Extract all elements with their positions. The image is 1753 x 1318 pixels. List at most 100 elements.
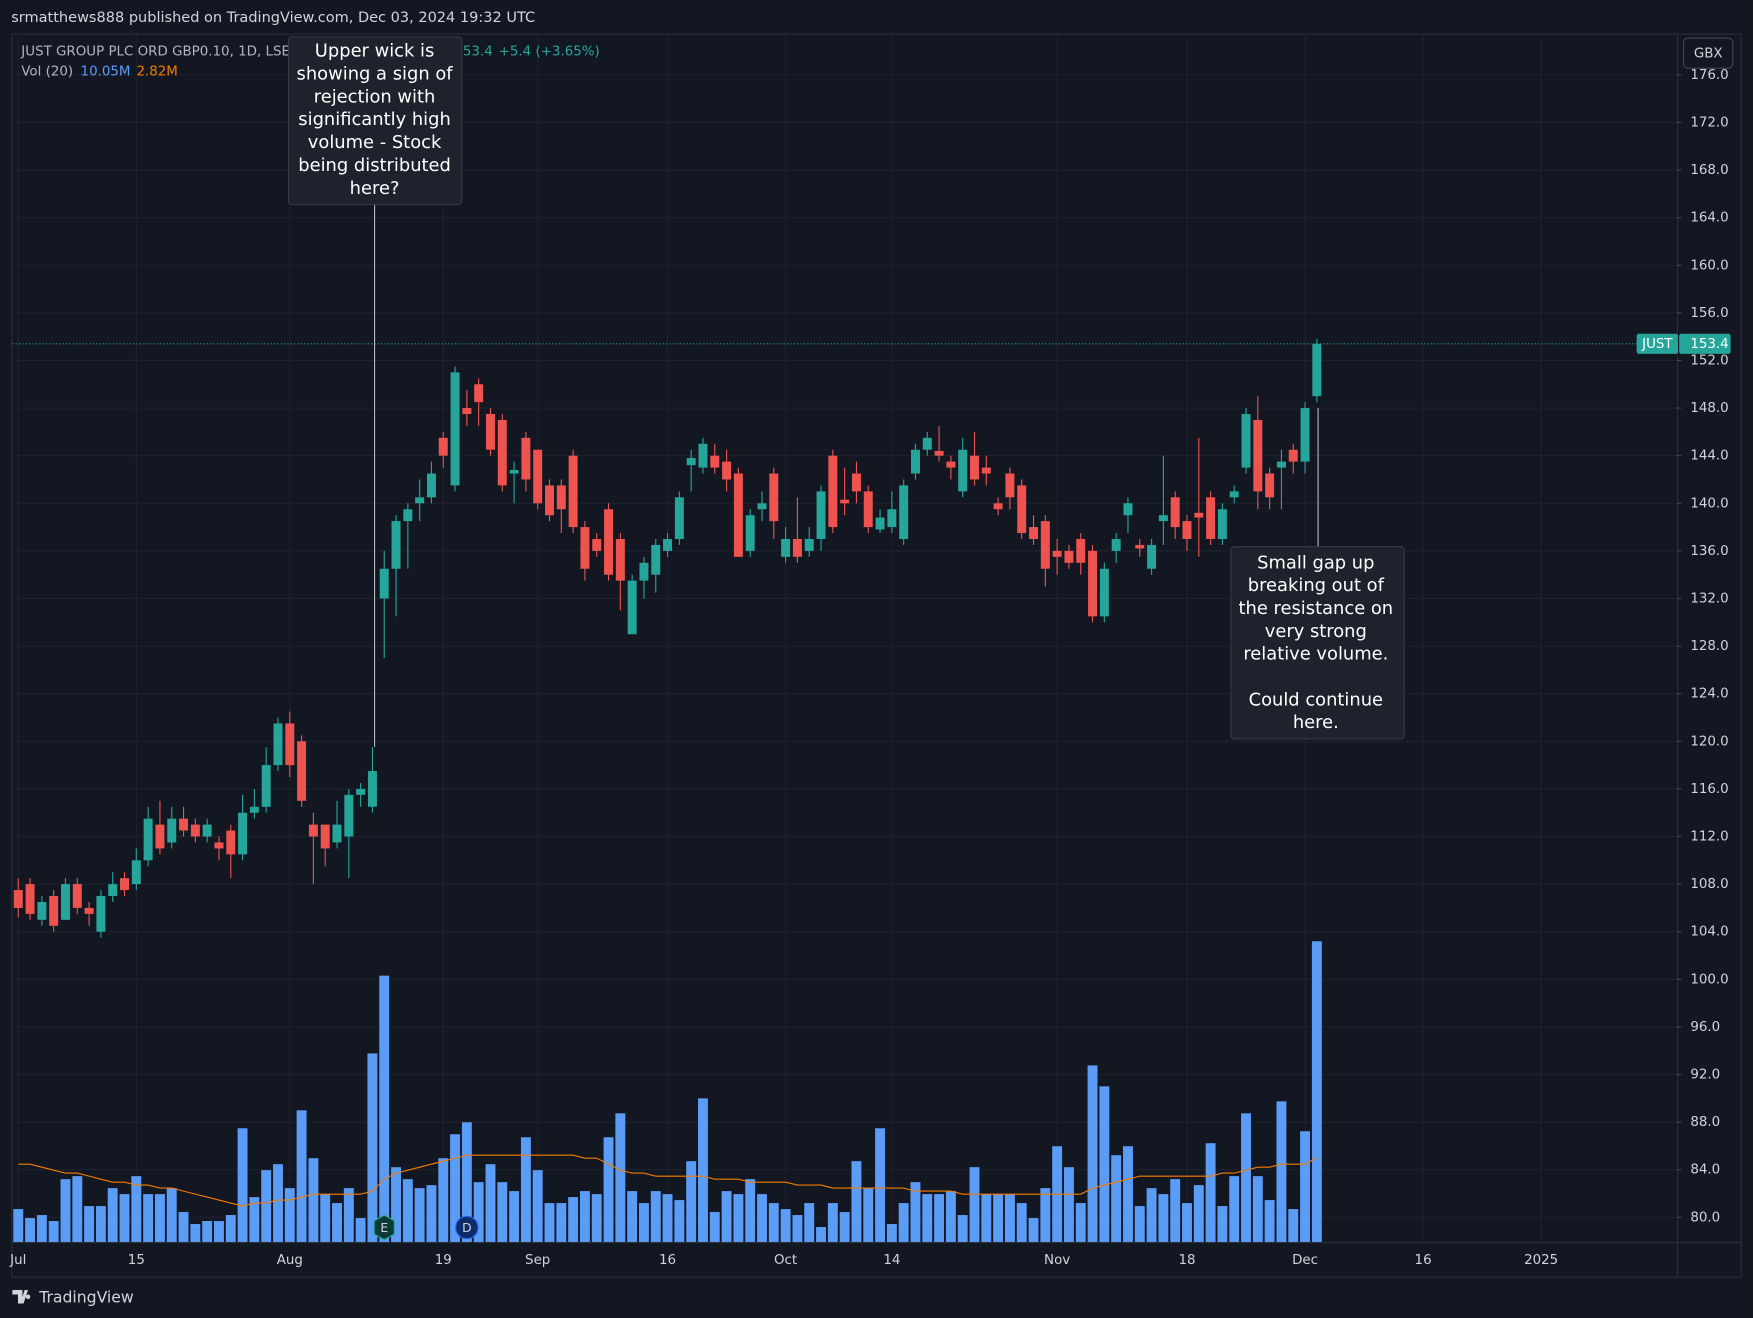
volume-bar (674, 1200, 685, 1242)
candle-body (403, 509, 413, 522)
volume-bar (709, 1212, 720, 1242)
volume-bar (1158, 1194, 1169, 1242)
volume-bar (225, 1215, 236, 1242)
volume-bar (886, 1224, 897, 1242)
volume-legend: Vol (20) (21, 65, 73, 80)
annotation-box (1230, 546, 1405, 740)
volume-bar (1241, 1113, 1251, 1242)
volume-bar (178, 1212, 189, 1242)
x-tick-label: 16 (1415, 1253, 1432, 1268)
y-tick-label: 120.0 (1690, 734, 1728, 749)
x-tick-label: Aug (277, 1253, 303, 1268)
y-tick-label: 140.0 (1690, 496, 1728, 511)
candle-body (485, 414, 495, 450)
candle-body (474, 384, 484, 403)
volume-bar (131, 1176, 142, 1242)
candle-body (1040, 521, 1050, 569)
candle-body (816, 491, 826, 539)
candle-body (1217, 509, 1227, 539)
y-tick-label: 96.0 (1690, 1020, 1720, 1035)
candle-body (391, 521, 401, 569)
currency-button-box[interactable] (1683, 37, 1734, 69)
y-tick-label: 136.0 (1690, 544, 1728, 559)
annotation-text: breaking out of (1248, 575, 1385, 596)
volume-bar (438, 1158, 449, 1242)
candle-body (1064, 550, 1074, 563)
volume-bar (1028, 1218, 1039, 1242)
candle-body (367, 771, 377, 807)
volume-bar (1288, 1209, 1299, 1242)
volume-bar (733, 1194, 744, 1242)
candle-body (1005, 473, 1015, 498)
currency-label[interactable]: GBX (1694, 47, 1723, 62)
volume-bar (1134, 1206, 1145, 1242)
annotation-text: Could continue (1249, 689, 1383, 710)
volume-bar (556, 1203, 567, 1242)
candle-body (1099, 568, 1109, 617)
candle-body (792, 538, 802, 557)
volume-bar (568, 1197, 579, 1242)
y-tick-label: 160.0 (1690, 258, 1728, 273)
candle-body (757, 503, 767, 510)
candle-body (450, 372, 460, 486)
candle-body (226, 830, 236, 855)
volume-bar (143, 1194, 154, 1242)
candle-body (651, 544, 661, 575)
candle-body (568, 455, 578, 528)
volume-bar (863, 1188, 874, 1242)
tradingview-logo[interactable]: TradingView (12, 1287, 134, 1306)
y-tick-label: 164.0 (1690, 211, 1728, 226)
volume-bar (922, 1194, 933, 1242)
volume-bar (544, 1203, 555, 1242)
volume-bar (839, 1212, 850, 1242)
candle-body (887, 509, 897, 528)
volume-bar (343, 1188, 354, 1242)
candle-body (674, 497, 684, 539)
volume-bar (816, 1227, 826, 1242)
annotation-text: significantly high (298, 109, 451, 130)
candle-body (934, 450, 944, 456)
candle-body (733, 473, 743, 557)
candle-body (545, 485, 554, 516)
volume-bar (414, 1188, 425, 1242)
volume-last: 10.05M (81, 65, 131, 80)
change-value: +5.4 (+3.65%) (499, 44, 600, 59)
volume-bar (473, 1182, 484, 1242)
candle-body (1194, 512, 1204, 518)
candle-body (72, 884, 82, 908)
candle-body (190, 824, 200, 837)
candle-body (592, 538, 602, 551)
volume-bar (898, 1203, 909, 1242)
volume-bar (1099, 1086, 1110, 1242)
candle-body (25, 884, 35, 914)
x-tick-label: Dec (1292, 1253, 1318, 1268)
candle-body (285, 723, 295, 766)
candle-body (1052, 550, 1062, 557)
candle-body (946, 461, 956, 468)
logo-icon[interactable] (12, 1290, 31, 1304)
volume-bar (615, 1113, 626, 1242)
candle-body (1182, 521, 1192, 539)
volume-bar (1205, 1143, 1216, 1242)
volume-bar (981, 1194, 992, 1242)
logo-text[interactable]: TradingView (38, 1287, 134, 1306)
x-tick-label: 15 (128, 1253, 145, 1268)
currency-button[interactable]: GBX (1683, 37, 1734, 69)
volume-bar (1182, 1203, 1192, 1242)
volume-bar (1170, 1179, 1181, 1242)
volume-bar (1193, 1185, 1204, 1242)
candle-body (131, 860, 141, 885)
volume-bar (1123, 1146, 1133, 1242)
candle-body (1253, 419, 1263, 492)
y-tick-label: 144.0 (1690, 449, 1728, 464)
volume-bar (721, 1191, 732, 1242)
y-tick-label: 108.0 (1690, 877, 1728, 892)
volume-bar (249, 1197, 260, 1242)
volume-bar (698, 1098, 708, 1242)
volume-bar (355, 1218, 366, 1242)
candle-body (497, 419, 507, 486)
y-tick-label: 80.0 (1690, 1210, 1720, 1225)
volume-bar (591, 1194, 602, 1242)
volume-bar (780, 1209, 791, 1242)
volume-bar (603, 1137, 614, 1242)
